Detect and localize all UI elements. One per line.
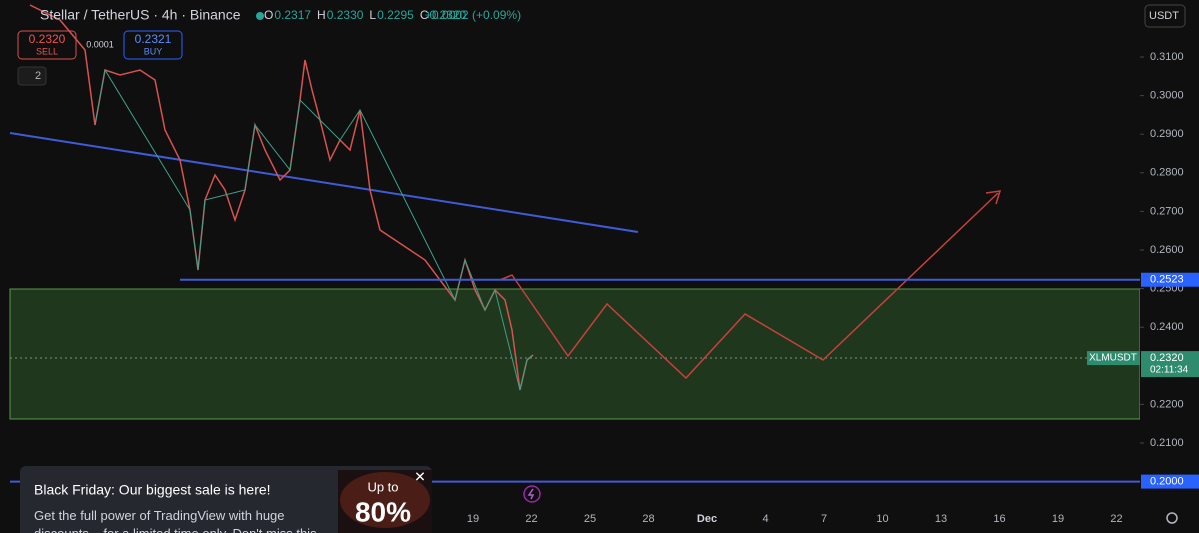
time-tick-label: 22 <box>525 513 537 525</box>
sell-button[interactable] <box>17 30 77 60</box>
time-tick-label: 4 <box>762 513 768 525</box>
price-tag-label: 0.2523 <box>1150 274 1184 286</box>
spread: 0.0001 <box>86 39 114 49</box>
currency-button[interactable] <box>1144 4 1186 28</box>
popup-title: Black Friday: Our biggest sale is here! <box>34 482 271 498</box>
sell-price: 0.2320 <box>29 32 66 46</box>
time-tick-label: 28 <box>642 513 654 525</box>
time-tick-label: 16 <box>993 513 1005 525</box>
event-icon[interactable] <box>523 485 541 503</box>
ohlc-value: 0.2317 <box>274 8 311 22</box>
symbol-label: XLMUSDT <box>1089 353 1137 364</box>
time-tick-label: 19 <box>1052 513 1064 525</box>
arrow-head <box>985 190 1002 205</box>
countdown: 02:11:34 <box>1150 365 1189 376</box>
ohlc-key: C <box>420 8 429 22</box>
zone <box>9 288 1141 420</box>
price-tick-label: 0.2400 <box>1150 321 1184 333</box>
price-tag <box>1141 474 1199 489</box>
popup-glow <box>340 472 430 528</box>
status-dot <box>256 12 264 20</box>
trend-line <box>9 132 639 233</box>
time-tick-label: Dec <box>697 513 717 525</box>
price-tick-label: 0.3100 <box>1150 51 1184 63</box>
time-tick-label: 13 <box>935 513 947 525</box>
price-tick-label: 0.2800 <box>1150 167 1184 179</box>
price-path-up <box>94 68 534 391</box>
badge-top: Up to <box>367 479 398 494</box>
time-tick-label: 10 <box>876 513 888 525</box>
ohlc-key: L <box>369 8 376 22</box>
price-tick-label: 0.2700 <box>1150 205 1184 217</box>
price-tag-label: 0.2000 <box>1150 476 1184 488</box>
price-tag <box>1141 351 1199 378</box>
popup-body: Get the full power of TradingView with h… <box>34 508 317 533</box>
symbol: Stellar / TetherUS · 4h · Binance <box>40 7 241 23</box>
change: +0.0002 (+0.09%) <box>425 8 521 22</box>
price-tick-label: 0.2900 <box>1150 128 1184 140</box>
time-tick-label: 7 <box>821 513 827 525</box>
badge-value: 80% <box>355 496 411 527</box>
buy-label: BUY <box>144 46 163 56</box>
sell-label: SELL <box>36 46 58 56</box>
price-tick-label: 0.2100 <box>1150 437 1184 449</box>
popup <box>20 466 432 533</box>
settings-icon[interactable] <box>1166 512 1178 524</box>
ohlc-value: 0.2320 <box>429 8 466 22</box>
price-axis <box>1140 0 1199 533</box>
time-tick-label: 22 <box>1110 513 1122 525</box>
buy-price: 0.2321 <box>135 32 172 46</box>
ohlc-key: O <box>264 8 273 22</box>
indicator-count: 2 <box>35 70 41 82</box>
price-tick-label: 0.2200 <box>1150 398 1184 410</box>
price-tag-label: 0.2320 <box>1150 352 1184 364</box>
projection <box>499 192 999 380</box>
price-tick-label: 0.2600 <box>1150 244 1184 256</box>
popup-close[interactable]: ✕ <box>414 469 426 485</box>
symbol-tag <box>1087 351 1140 366</box>
event-icon-bolt <box>527 488 535 500</box>
buy-button[interactable] <box>123 30 183 60</box>
ohlc-key: H <box>317 8 326 22</box>
ohlc-value: 0.2330 <box>327 8 364 22</box>
ohlc-value: 0.2295 <box>377 8 414 22</box>
price-tag <box>1141 272 1199 287</box>
time-tick-label: 19 <box>467 513 479 525</box>
popup-body-box: Get the full power of TradingView with h… <box>34 508 317 533</box>
currency: USDT <box>1149 10 1179 22</box>
time-tick-label: 25 <box>584 513 596 525</box>
indicator-toggle[interactable] <box>17 66 47 86</box>
price-tick-label: 0.3000 <box>1150 90 1184 102</box>
